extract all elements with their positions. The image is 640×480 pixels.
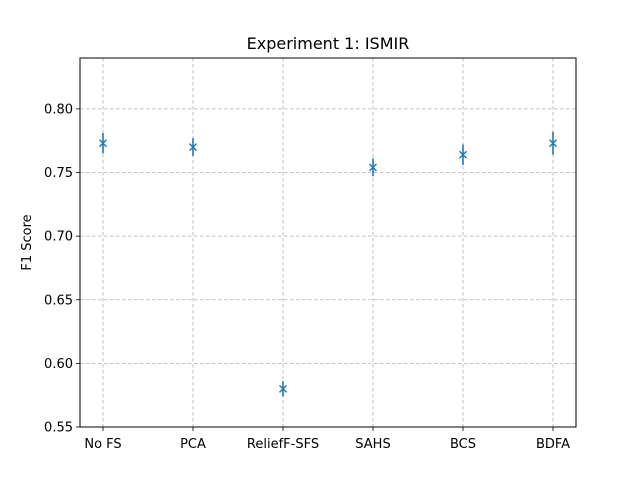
y-tick-label: 0.75 [44,166,73,181]
x-marker [99,139,107,148]
data-point [459,144,467,165]
data-point [549,131,557,155]
data-point [279,381,287,397]
y-tick-label: 0.80 [44,102,73,117]
chart-title: Experiment 1: ISMIR [247,34,410,53]
plot-frame [79,57,577,428]
x-tick-label: BCS [450,437,476,452]
data-point [99,133,107,154]
x-marker [189,143,197,152]
marks-layer [99,131,557,397]
data-point [369,158,377,177]
y-tick-label: 0.60 [44,357,73,372]
x-marker [279,384,287,393]
y-axis-label: F1 Score [20,214,35,270]
x-marker [459,150,467,159]
x-tick-label: PCA [180,437,206,452]
y-tick-label: 0.70 [44,230,73,245]
x-tick-label: SAHS [355,437,390,452]
y-tick-label: 0.65 [44,293,73,308]
x-tick-label: No FS [84,437,121,452]
x-marker [369,163,377,172]
x-tick-label: ReliefF-SFS [247,437,319,452]
y-tick-label: 0.55 [44,421,73,436]
x-tick-label: BDFA [536,437,570,452]
data-point [189,138,197,156]
ticks-layer: 0.55 0.60 0.65 0.70 0.75 0.80 No FS PCA ReliefF-… [44,102,570,452]
x-marker [549,139,557,148]
grid-layer [80,58,576,428]
